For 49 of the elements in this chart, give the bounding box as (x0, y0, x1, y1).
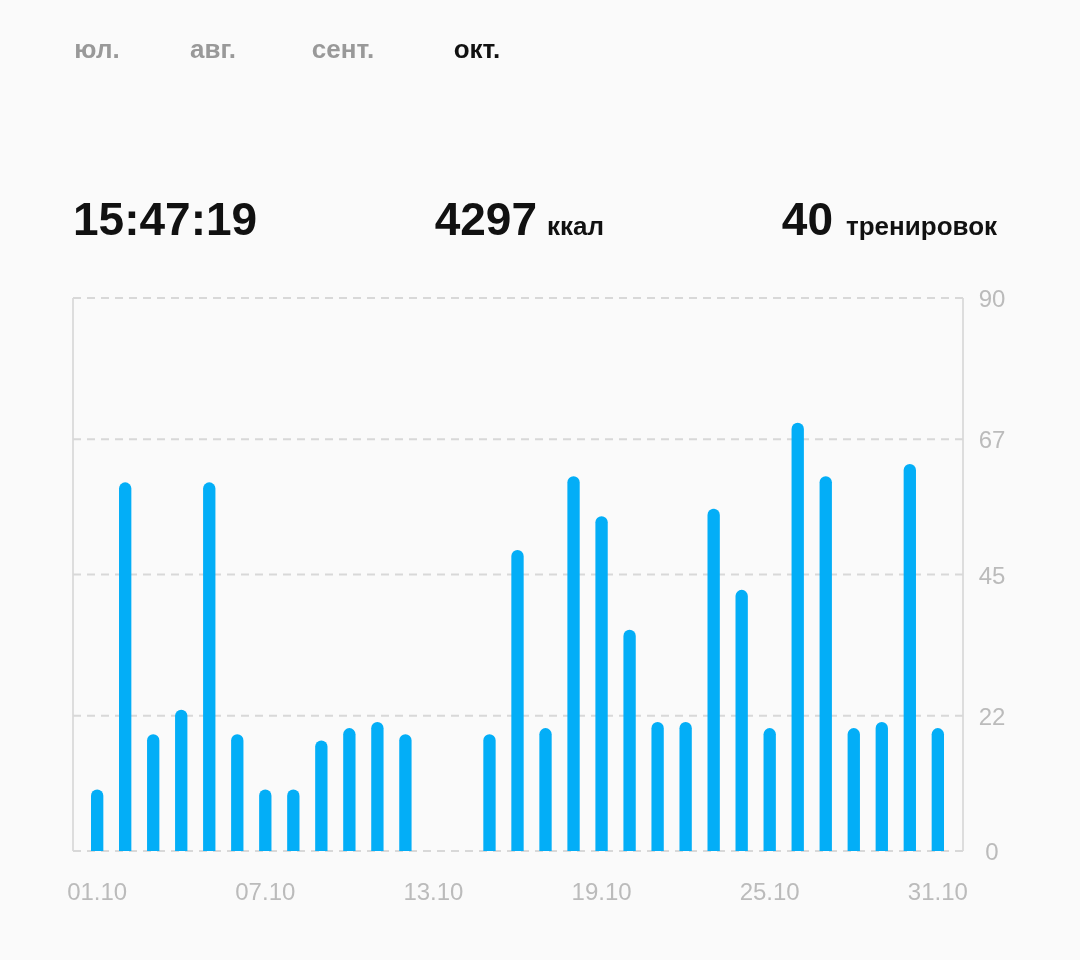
text: ккал (547, 211, 605, 241)
bar (483, 734, 496, 851)
bar (203, 482, 216, 851)
bar (847, 728, 860, 851)
bar (623, 629, 636, 851)
bar (119, 482, 132, 851)
bar (791, 422, 804, 851)
bar (763, 728, 776, 851)
bar (175, 709, 188, 851)
bar (875, 721, 888, 851)
bar (651, 721, 664, 851)
text: сент. (311, 34, 375, 64)
bar (903, 463, 916, 851)
x-tick-label: 01.10 (67, 878, 128, 905)
bar (343, 728, 356, 851)
y-tick-label: 90 (978, 285, 1006, 312)
text: юл. (74, 34, 120, 64)
bar (819, 476, 832, 851)
bar (735, 589, 748, 851)
text: окт. (453, 34, 501, 64)
text: 40 (781, 193, 833, 245)
text: авг. (190, 34, 236, 64)
bar (259, 789, 272, 851)
bar (287, 789, 300, 851)
bar (91, 789, 104, 851)
x-tick-label: 31.10 (907, 878, 968, 905)
text: 4297 (434, 193, 537, 245)
bar (147, 734, 160, 851)
bar (931, 728, 944, 851)
x-tick-label: 07.10 (235, 878, 296, 905)
bar (371, 721, 384, 851)
x-tick-label: 19.10 (571, 878, 632, 905)
x-tick-label: 25.10 (739, 878, 800, 905)
bar (231, 734, 244, 851)
y-tick-label: 0 (985, 838, 999, 865)
bar (595, 516, 608, 851)
y-tick-label: 22 (978, 702, 1006, 730)
text: тренировок (846, 211, 999, 241)
bar (567, 476, 580, 851)
bar (399, 734, 412, 851)
bar (679, 721, 692, 851)
bar (707, 508, 720, 851)
bar (539, 728, 552, 851)
y-tick-label: 67 (978, 426, 1006, 454)
x-tick-label: 13.10 (403, 878, 464, 905)
y-tick-label: 45 (978, 561, 1006, 589)
bar (511, 549, 524, 851)
text: 15:47:19 (73, 193, 258, 245)
bar (315, 740, 328, 851)
